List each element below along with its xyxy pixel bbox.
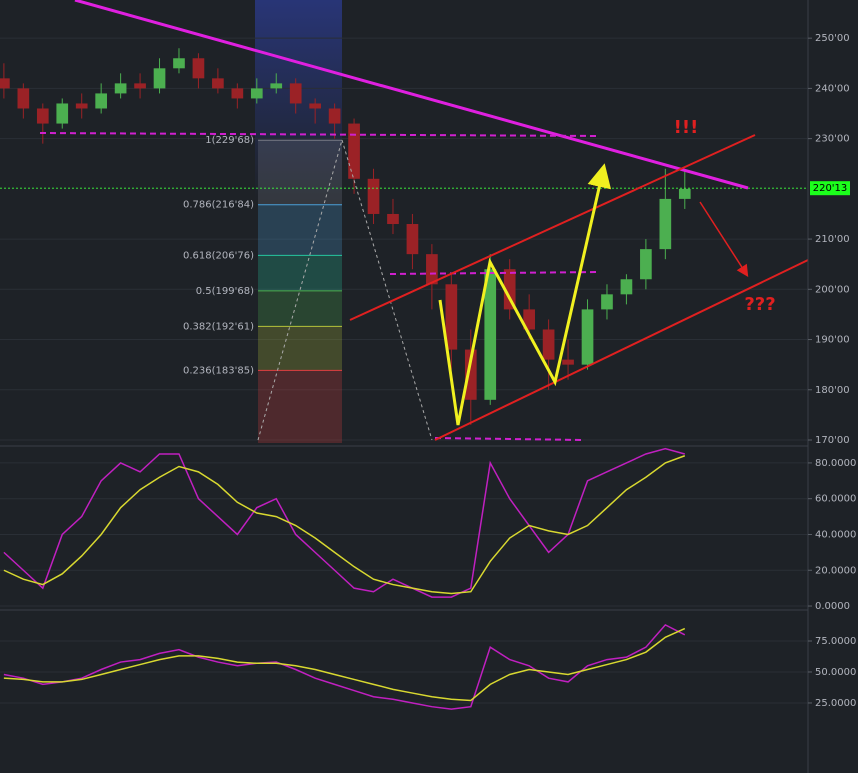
candle-body bbox=[620, 279, 633, 295]
fib-trend bbox=[257, 139, 343, 441]
fib-zone bbox=[258, 290, 342, 327]
y-tick-label: 40.0000 bbox=[815, 529, 856, 540]
candle-body bbox=[250, 88, 263, 99]
y-tick-label: 230'00 bbox=[815, 134, 850, 145]
fib-zone bbox=[258, 204, 342, 256]
fib-label: 0.786(216'84) bbox=[183, 200, 254, 211]
y-tick-label: 20.0000 bbox=[815, 565, 856, 576]
channel-line bbox=[349, 134, 756, 321]
candle-body bbox=[640, 249, 652, 280]
channel-line bbox=[434, 259, 809, 441]
fib-label: 0.618(206'76) bbox=[183, 250, 254, 261]
candle-body bbox=[426, 254, 438, 285]
candle-body bbox=[523, 309, 535, 330]
y-tick-label: 60.0000 bbox=[815, 494, 856, 505]
candle-body bbox=[678, 188, 691, 199]
fib-zone bbox=[258, 140, 342, 205]
y-tick-label: 250'00 bbox=[815, 33, 850, 44]
candle-body bbox=[484, 269, 497, 400]
y-tick-label: 0.0000 bbox=[815, 601, 850, 612]
arrow bbox=[438, 163, 612, 426]
candle-body bbox=[36, 108, 49, 124]
trend-line bbox=[74, 0, 749, 190]
fib-zone bbox=[258, 255, 342, 291]
candle-body bbox=[328, 108, 341, 124]
y-tick-label: 200'00 bbox=[815, 284, 850, 295]
drawings bbox=[0, 0, 809, 773]
fib-label: 0.5(199'68) bbox=[196, 286, 254, 297]
y-tick-label: 240'00 bbox=[815, 83, 850, 94]
fib-label: 0.382(192'61) bbox=[183, 321, 254, 332]
candle-body bbox=[562, 359, 574, 365]
y-tick-label: 210'00 bbox=[815, 234, 850, 245]
fib-zone bbox=[258, 326, 342, 371]
candle-body bbox=[212, 78, 224, 89]
candle-body bbox=[0, 78, 10, 89]
y-tick-label: 180'00 bbox=[815, 385, 850, 396]
y-tick-label: 25.0000 bbox=[815, 698, 856, 709]
candle-body bbox=[114, 83, 127, 94]
candle-body bbox=[348, 123, 360, 179]
candle-body bbox=[309, 103, 321, 109]
y-tick-label: 50.0000 bbox=[815, 667, 856, 678]
candle-body bbox=[659, 198, 672, 250]
price-badge bbox=[810, 181, 850, 196]
level-line bbox=[39, 132, 599, 137]
fib-label: 0.236(183'85) bbox=[183, 365, 254, 376]
candle-body bbox=[503, 269, 516, 310]
candle-body bbox=[367, 178, 380, 214]
candle-body bbox=[406, 224, 419, 255]
arrow bbox=[699, 201, 749, 278]
candle-body bbox=[17, 88, 30, 109]
annotation: ??? bbox=[744, 294, 775, 315]
candle-body bbox=[445, 284, 458, 350]
candle-body bbox=[270, 83, 283, 89]
axes: 250'00 240'00 230'00 210'00 200'00 190'00 180'… bbox=[808, 33, 856, 709]
plot: !!!??? bbox=[0, 48, 808, 710]
annotation: !!! bbox=[674, 117, 699, 138]
candle-body bbox=[289, 83, 302, 104]
fibonacci: 1(229'68) 0.786(216'84) 0.618(206'76) 0.5(1… bbox=[183, 135, 342, 443]
y-tick-label: 190'00 bbox=[815, 335, 850, 346]
fib-label: 1(229'68) bbox=[205, 135, 254, 146]
price-label: 220'13 bbox=[813, 183, 848, 194]
y-tick-label: 80.0000 bbox=[815, 458, 856, 469]
candle-body bbox=[56, 103, 69, 124]
candle-body bbox=[581, 309, 594, 365]
indicator-line bbox=[3, 447, 685, 598]
candle-body bbox=[464, 349, 477, 400]
candle-body bbox=[542, 329, 555, 360]
fib-trend bbox=[341, 139, 433, 441]
indicator-line bbox=[3, 623, 686, 710]
candle-body bbox=[387, 213, 399, 225]
level-line bbox=[434, 437, 586, 441]
candle-body bbox=[173, 58, 185, 69]
fib-zone bbox=[258, 370, 342, 443]
candle-body bbox=[231, 88, 244, 99]
y-tick-label: 170'00 bbox=[815, 435, 850, 446]
candle-body bbox=[153, 68, 166, 89]
candle-body bbox=[95, 93, 107, 109]
candle-body bbox=[134, 83, 146, 89]
indicator-line bbox=[3, 627, 686, 702]
y-tick-label: 75.0000 bbox=[815, 636, 856, 647]
grid bbox=[0, 37, 808, 704]
indicator-line bbox=[3, 455, 686, 595]
candle-body bbox=[75, 103, 88, 109]
candle-body bbox=[601, 294, 613, 310]
candle-body bbox=[192, 58, 205, 79]
